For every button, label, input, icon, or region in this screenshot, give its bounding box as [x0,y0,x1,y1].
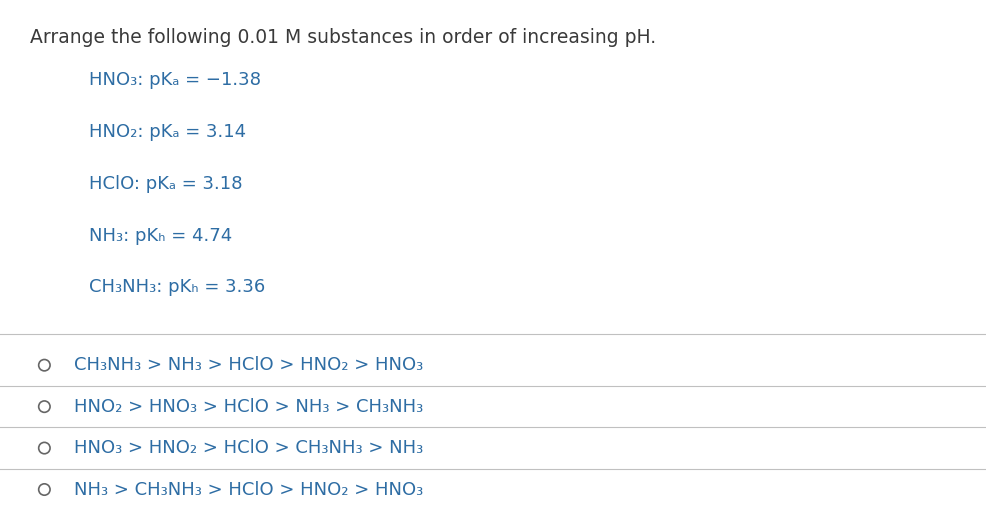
Text: Arrange the following 0.01 M substances in order of increasing pH.: Arrange the following 0.01 M substances … [30,28,656,48]
Text: HNO₃ > HNO₂ > HClO > CH₃NH₃ > NH₃: HNO₃ > HNO₂ > HClO > CH₃NH₃ > NH₃ [74,439,423,457]
Text: HNO₂: pKₐ = 3.14: HNO₂: pKₐ = 3.14 [89,123,246,141]
Text: HNO₂ > HNO₃ > HClO > NH₃ > CH₃NH₃: HNO₂ > HNO₃ > HClO > NH₃ > CH₃NH₃ [74,398,423,415]
Text: NH₃ > CH₃NH₃ > HClO > HNO₂ > HNO₃: NH₃ > CH₃NH₃ > HClO > HNO₂ > HNO₃ [74,481,423,498]
Text: CH₃NH₃: pKₕ = 3.36: CH₃NH₃: pKₕ = 3.36 [89,279,265,296]
Text: HClO: pKₐ = 3.18: HClO: pKₐ = 3.18 [89,175,243,193]
Text: NH₃: pKₕ = 4.74: NH₃: pKₕ = 4.74 [89,227,232,244]
Text: HNO₃: pKₐ = −1.38: HNO₃: pKₐ = −1.38 [89,71,260,89]
Text: CH₃NH₃ > NH₃ > HClO > HNO₂ > HNO₃: CH₃NH₃ > NH₃ > HClO > HNO₂ > HNO₃ [74,356,423,374]
